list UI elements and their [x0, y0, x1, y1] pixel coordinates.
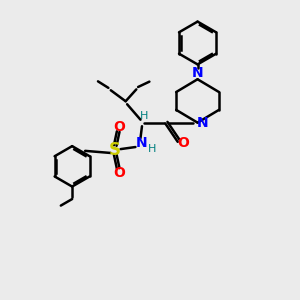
Text: O: O [113, 120, 125, 134]
Text: O: O [178, 136, 190, 150]
Text: O: O [113, 166, 125, 180]
Text: N: N [192, 66, 203, 80]
Text: S: S [109, 141, 121, 159]
Text: H: H [148, 144, 156, 154]
Text: H: H [140, 111, 148, 121]
Text: N: N [197, 116, 209, 130]
Text: N: N [136, 136, 148, 151]
